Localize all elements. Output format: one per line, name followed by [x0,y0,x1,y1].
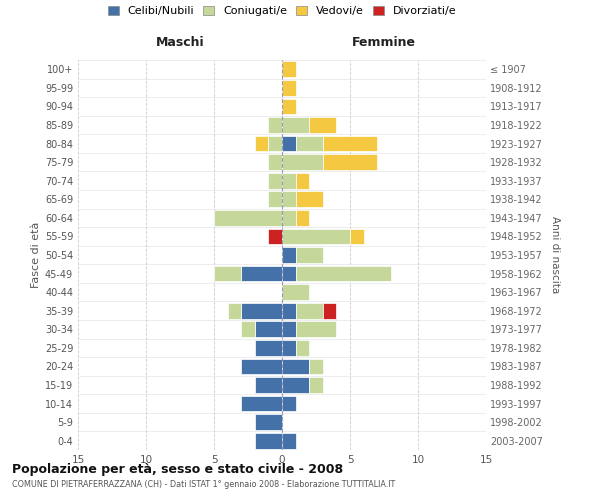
Bar [282,340,296,356]
Bar [309,117,337,133]
Bar [323,154,377,170]
Bar [227,303,241,318]
Bar [282,228,350,244]
Bar [255,377,282,393]
Bar [296,303,323,318]
Bar [282,322,296,337]
Bar [255,340,282,356]
Bar [268,117,282,133]
Text: COMUNE DI PIETRAFERRAZZANA (CH) - Dati ISTAT 1° gennaio 2008 - Elaborazione TUTT: COMUNE DI PIETRAFERRAZZANA (CH) - Dati I… [12,480,395,489]
Bar [323,136,377,152]
Bar [255,433,282,448]
Bar [241,396,282,411]
Bar [255,136,268,152]
Bar [282,377,309,393]
Bar [296,136,323,152]
Bar [350,228,364,244]
Bar [282,358,309,374]
Bar [309,377,323,393]
Bar [268,228,282,244]
Bar [296,322,337,337]
Bar [214,266,241,281]
Bar [241,266,282,281]
Bar [282,433,296,448]
Bar [282,136,296,152]
Bar [282,173,296,188]
Text: Maschi: Maschi [155,36,205,49]
Bar [296,192,323,207]
Bar [282,266,296,281]
Legend: Celibi/Nubili, Coniugati/e, Vedovi/e, Divorziati/e: Celibi/Nubili, Coniugati/e, Vedovi/e, Di… [107,6,457,16]
Bar [255,414,282,430]
Bar [282,396,296,411]
Bar [309,358,323,374]
Bar [268,136,282,152]
Bar [241,303,282,318]
Bar [282,303,296,318]
Bar [282,98,296,114]
Bar [268,154,282,170]
Bar [296,173,309,188]
Bar [282,62,296,77]
Bar [268,192,282,207]
Bar [255,322,282,337]
Bar [282,284,309,300]
Bar [214,210,282,226]
Text: Femmine: Femmine [352,36,416,49]
Bar [282,80,296,96]
Bar [296,210,309,226]
Bar [282,210,296,226]
Bar [282,247,296,263]
Bar [241,322,255,337]
Bar [296,266,391,281]
Bar [268,173,282,188]
Bar [282,117,309,133]
Bar [323,303,337,318]
Bar [241,358,282,374]
Bar [282,154,323,170]
Text: Popolazione per età, sesso e stato civile - 2008: Popolazione per età, sesso e stato civil… [12,462,343,475]
Y-axis label: Anni di nascita: Anni di nascita [550,216,560,294]
Y-axis label: Fasce di età: Fasce di età [31,222,41,288]
Bar [282,192,296,207]
Bar [296,247,323,263]
Bar [296,340,309,356]
